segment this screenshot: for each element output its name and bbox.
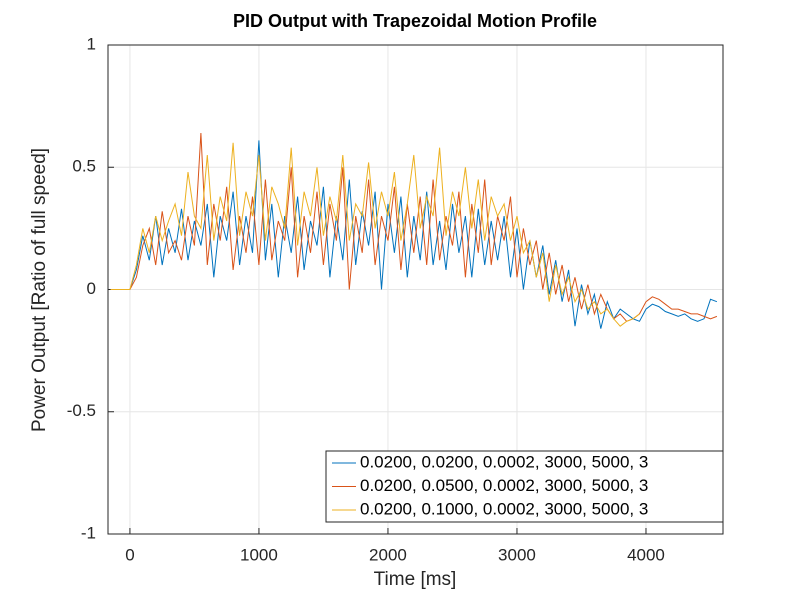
x-tick-label: 1000 <box>240 545 278 564</box>
chart-title: PID Output with Trapezoidal Motion Profi… <box>233 11 597 31</box>
x-tick-label: 2000 <box>369 545 407 564</box>
plot-frame <box>107 44 724 535</box>
y-tick-label: 1 <box>87 34 96 53</box>
y-tick-label: 0 <box>87 279 96 298</box>
y-tick-label: 0.5 <box>72 157 96 176</box>
x-tick-label: 0 <box>125 545 134 564</box>
y-tick-label: -1 <box>81 523 96 542</box>
x-tick-label: 3000 <box>498 545 536 564</box>
legend-label: 0.0200, 0.0200, 0.0002, 3000, 5000, 3 <box>360 452 648 471</box>
y-axis-label: Power Output [Ratio of full speed] <box>29 148 50 432</box>
x-axis-label: Time [ms] <box>374 569 457 590</box>
series-line <box>110 132 718 322</box>
legend-box <box>325 450 724 523</box>
series-line <box>110 142 640 327</box>
legend: 0.0200, 0.0200, 0.0002, 3000, 5000, 3 0.0… <box>325 450 724 523</box>
legend-label: 0.0200, 0.1000, 0.0002, 3000, 5000, 3 <box>360 499 648 518</box>
y-tick-label: -0.5 <box>67 401 96 420</box>
legend-label: 0.0200, 0.0500, 0.0002, 3000, 5000, 3 <box>360 476 648 495</box>
x-tick-label: 4000 <box>627 545 665 564</box>
